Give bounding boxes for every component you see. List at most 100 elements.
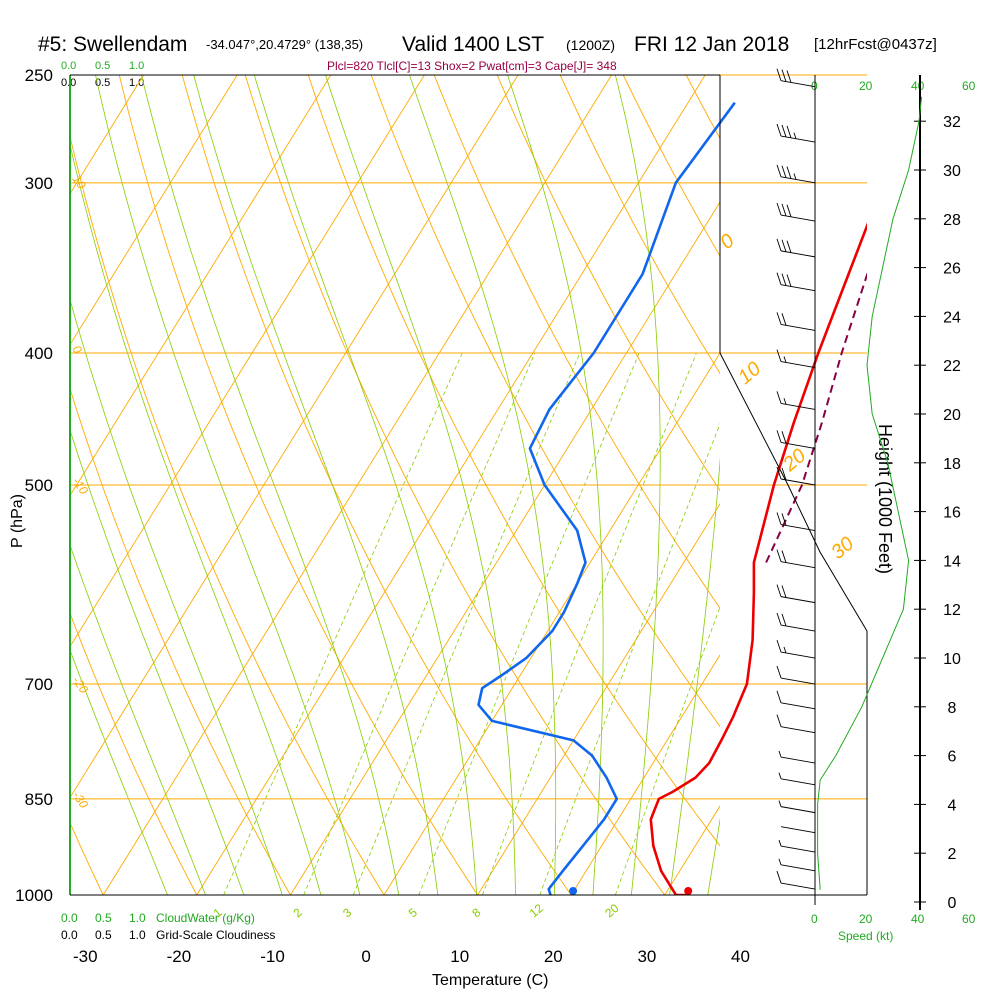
background-grid [70,74,1000,924]
dewpoint-line [477,101,736,895]
wind-barb-half-feather [793,173,797,180]
wind-barb-staff [780,284,816,292]
wind-barb-feather [776,238,782,252]
wind-barb-feather [781,165,787,178]
mixing-ratio-label: 2 [291,905,305,920]
surface-temperature-marker [684,887,693,895]
dry-adiabat-label: 10 [734,358,765,389]
wind-barb-feather [776,391,782,404]
wind-barb-feather [781,613,787,627]
dry-adiabat-line [559,75,720,375]
height-tick-label: 26 [943,261,961,278]
wind-barb [778,750,816,764]
top-cloudiness-0: 0.0 [61,77,77,89]
mixing-ratio-line [482,352,697,895]
height-tick-label: 12 [943,602,961,619]
wind-barb-staff [780,135,816,143]
wind-barb-staff [780,561,816,569]
temperature-tick-label: -30 [73,947,98,966]
wind-barb [776,238,816,258]
speed-bottom-tick-1: 20 [859,912,873,926]
isotherm-label: -30 [70,789,92,812]
dry-adiabat-line [433,75,720,609]
wind-barb-half-feather [793,132,797,139]
height-tick-label: 0 [948,895,957,912]
pressure-tick-label: 250 [25,66,53,85]
wind-barb-feather [776,202,782,216]
wind-barb-half-feather [778,772,782,779]
isotherm-label: 0 [70,343,85,357]
wind-panel [776,68,923,905]
mixing-ratio-line [539,422,720,895]
pressure-tick-label: 400 [25,344,53,363]
speed-bottom-tick-0: 0 [811,912,818,926]
wind-barb-staff [780,524,816,531]
wind-barb-feather [781,585,787,598]
wind-barb-half-feather [783,356,787,363]
dry-adiabat-line [181,75,572,895]
wind-barb-staff [780,402,816,410]
top-cloudiness-1: 0.5 [95,77,111,89]
wind-barb [776,430,816,449]
top-cloudwater-0: 0.0 [61,60,77,72]
wind-barb [778,839,816,853]
moist-adiabat-line [70,648,168,895]
wind-barb-staff [780,361,816,369]
profile-lines [477,101,867,895]
bottom-cloudiness-0: 0.0 [61,928,78,942]
wind-barb-half-feather [778,800,782,807]
dry-adiabat-line [70,387,291,895]
speed-top-tick-0: 0 [811,79,818,93]
pressure-tick-label: 500 [25,476,53,495]
bottom-cloudwater-0: 0.0 [61,911,78,925]
speed-top-tick-2: 40 [911,79,925,93]
wind-barb [778,858,816,872]
moist-adiabat-line [409,75,557,895]
dry-adiabat-line [496,75,720,492]
height-tick-label: 6 [948,749,957,766]
dry-adiabat-line [70,821,104,895]
wind-barb-staff [780,323,816,331]
dry-adiabat-line [875,75,1000,924]
wind-barb-feather [776,466,782,480]
wind-barb [776,164,816,184]
height-tick-label: 2 [948,846,957,863]
moist-adiabat-line [614,75,661,895]
wind-barb [776,714,816,734]
wind-barb-staff [780,596,816,604]
wind-barb-feather [776,68,782,81]
mixing-ratio-label: 12 [527,901,546,921]
wind-barb-feather [786,70,792,83]
height-tick-label: 32 [943,114,961,131]
wind-barb [776,123,816,143]
wind-barb [776,512,816,531]
bottom-cloudiness-1: 0.5 [95,928,112,942]
mixing-ratio-line [352,352,581,895]
top-cloudwater-1: 0.5 [95,60,111,72]
wind-barb-feather [776,349,782,362]
wind-barb [776,690,816,710]
wind-barb-feather [776,584,782,597]
moist-adiabat-line [70,543,206,895]
moist-adiabat-line [141,75,400,895]
bottom-cloudwater-1: 0.5 [95,911,112,925]
mixing-ratio-label: 8 [469,905,483,920]
isotherm-line [477,503,720,895]
wind-barb-half-feather [783,646,787,654]
wind-barb-staff [780,214,816,222]
mixing-ratio-label: 20 [602,901,621,921]
wind-barb-staff [780,826,816,834]
wind-barb-staff [780,80,816,88]
dry-adiabat-line [370,75,720,728]
wind-barb-staff [780,441,816,449]
isotherm-line [70,75,238,346]
wind-barb-half-feather [778,750,782,758]
pressure-tick-label: 300 [25,174,53,193]
wind-barb-feather [776,612,782,626]
mixing-ratio-label: 1 [211,905,225,920]
speed-axis-label: Speed (kt) [838,929,894,943]
